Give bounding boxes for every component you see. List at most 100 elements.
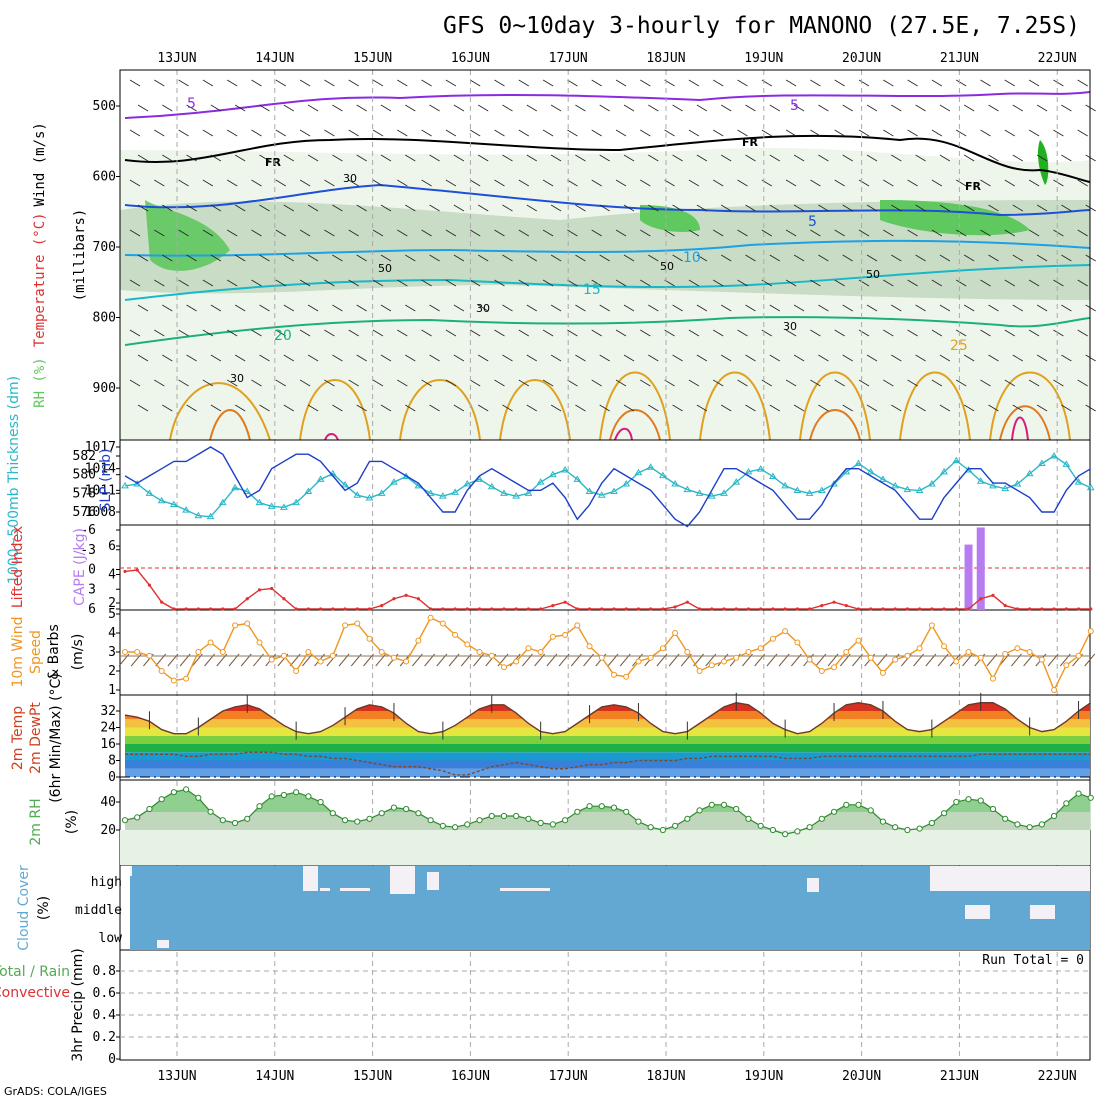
upper-wind-barb [866,254,878,262]
upper-wind-barb [891,354,902,362]
lifted-index-point [771,607,775,611]
lifted-index-point [600,607,604,611]
thickness-point [438,492,447,499]
lifted-index-point [954,607,958,611]
wind10-speed-point [806,656,813,663]
y-tick-cape: 6 [108,539,116,554]
upper-wind-barb [162,154,173,162]
thickness-point [1025,469,1034,477]
cloud-cover-panel [130,866,1090,950]
wind10-title-3: & Barbs [46,624,62,680]
upper-wind-barb [518,179,530,187]
rh2m-point [537,819,544,827]
dewpoint-series [120,751,1091,778]
upper-wind-barb [307,304,319,312]
lifted-index-point [1076,607,1081,611]
upper-wind-barb [307,254,319,262]
upper-wind-barb [332,354,343,362]
thickness-point [707,492,716,499]
upper-wind-barb [275,229,287,237]
upper-wind-barb [348,379,359,387]
wind10-speed-point [464,641,471,648]
rh2m-point [354,818,361,825]
upper-wind-barb [502,204,513,212]
lifted-index-point [587,607,592,611]
upper-wind-barb [963,204,975,212]
y-tick-thickness: 580 [73,468,96,483]
thickness-point [304,487,313,494]
upper-wind-barb [477,204,489,212]
upper-wind-barb [445,79,457,87]
lifted-index-point [636,607,641,611]
wind10-speed-point [1051,687,1058,693]
upper-wind-barb [348,179,359,187]
upper-wind-barb [550,354,562,362]
thickness-point [316,475,325,482]
y-tick-slp: 1008 [85,505,116,520]
upper-wind-barb [299,279,311,287]
upper-wind-barb [712,129,724,137]
upper-wind-barb [980,229,991,237]
y-tick-temp: 32 [100,704,116,719]
x-date-bottom: 17JUN [549,1069,588,1084]
thickness-point [463,480,472,487]
upper-wind-barb [1085,304,1096,312]
thickness-point [622,480,631,487]
wind10-speed-point [427,614,434,621]
upper-wind-barb [421,279,432,287]
upper-wind-barb [575,154,586,162]
slp-thickness-panel [121,446,1095,528]
rh2m-point [207,808,214,815]
upper-wind-barb [542,129,554,137]
lifted-index-point [429,607,433,611]
upper-wind-barb [283,254,295,262]
upper-wind-barb [307,404,319,412]
rh2m-point [855,801,862,808]
thickness-point [952,456,961,464]
upper-wind-barb [599,304,610,312]
wind10-speed-point [549,633,556,640]
upper-wind-barb [696,404,708,412]
rh2m-point [745,815,752,822]
rh2m-point [928,819,935,827]
upper-wind-barb [599,104,610,112]
upper-wind-barb [1004,129,1016,137]
lifted-index-point [184,607,188,611]
upper-wind-barb [623,154,635,162]
upper-wind-barb [866,154,878,162]
upper-wind-barb [234,304,246,312]
upper-wind-barb [1036,354,1048,362]
upper-wind-barb [348,229,359,237]
upper-wind-barb [307,104,319,112]
upper-wind-barb [963,304,975,312]
upper-wind-barb [891,104,902,112]
upper-wind-barb [324,279,335,287]
thickness-point [769,472,777,480]
upper-wind-barb [405,304,416,312]
upper-wind-barb [299,229,311,237]
lifted-index-point [257,588,262,592]
y-tick-lifted: 6 [88,602,96,617]
thickness-point [720,489,728,496]
upper-wind-barb [356,204,367,212]
contour-label-30-c: 30 [783,320,797,333]
upper-wind-barb [575,354,586,362]
upper-wind-barb [793,104,805,112]
wind10-speed-point [708,662,715,669]
lifted-index-point [453,607,457,611]
contour-label-50-a: 50 [378,262,392,275]
y-tick-wind10: 4 [108,626,116,641]
x-date-top: 21JUN [940,51,979,66]
rh2m-point [940,810,948,817]
upper-wind-barb [769,204,781,212]
upper-wind-barb [883,179,894,187]
lifted-index-point [820,603,824,608]
upper-wind-barb [372,129,384,137]
x-date-top: 22JUN [1038,51,1077,66]
contour-label-fr-b: FR [742,136,759,149]
lifted-index-point [1052,607,1056,611]
upper-wind-barb [1036,404,1048,412]
lifted-index-point [930,607,934,611]
upper-wind-barb [810,279,821,287]
upper-y-title: RH (%)Temperature (°C)Wind (m/s) [32,122,48,408]
